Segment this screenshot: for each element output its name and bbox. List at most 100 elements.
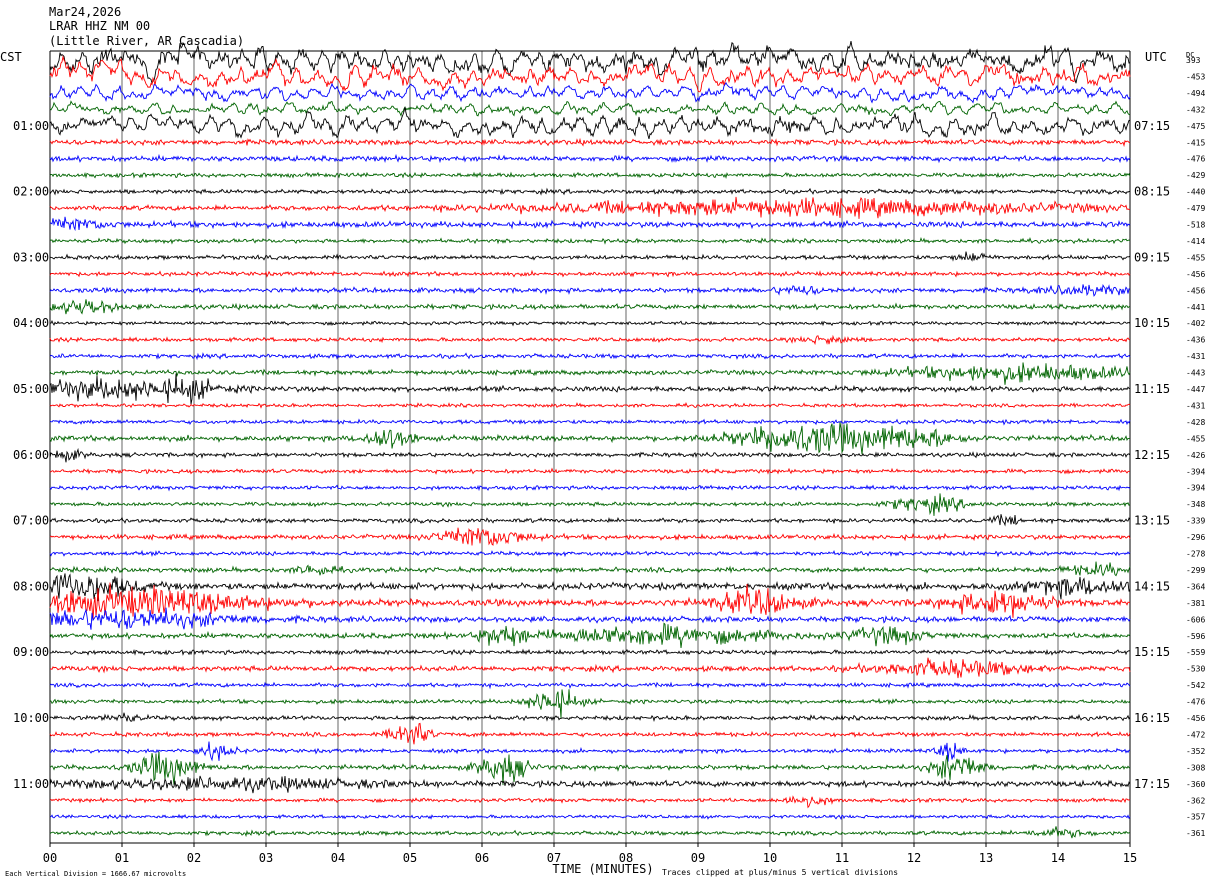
trace-line: [49, 582, 1131, 620]
dc-offset-label: -455: [1186, 253, 1205, 262]
x-tick-label: 04: [331, 851, 345, 865]
dc-offset-label: -394: [1186, 467, 1205, 476]
dc-offset-label: -339: [1186, 517, 1205, 526]
left-hour-label: 11:00: [13, 777, 49, 791]
right-hour-label: 11:15: [1134, 382, 1170, 396]
dc-offset-label: -440: [1186, 188, 1205, 197]
trace-line: [49, 418, 1131, 426]
dc-offset-label: -296: [1186, 533, 1205, 542]
trace-line: [49, 722, 1131, 745]
x-tick-label: 06: [475, 851, 489, 865]
dc-offset-label: -360: [1186, 780, 1205, 789]
dc-offset-label: -436: [1186, 336, 1205, 345]
left-hour-label: 04:00: [13, 316, 49, 330]
trace-line: [49, 320, 1131, 327]
trace-line: [49, 237, 1131, 245]
dc-offset-label: -361: [1186, 829, 1205, 838]
right-hour-label: 15:15: [1134, 645, 1170, 659]
trace-line: [49, 196, 1131, 219]
right-hour-label: 14:15: [1134, 579, 1170, 593]
left-hour-labels: 01:00 02:00 03:00 04:00 05:00 06:00 07:00 08:00…: [13, 119, 49, 791]
trace-line: [49, 171, 1131, 179]
dc-offset-label: -441: [1186, 303, 1205, 312]
trace-line: [49, 187, 1131, 196]
trace-line: [49, 514, 1131, 527]
dc-offset-label: -426: [1186, 451, 1205, 460]
dc-offset-label: -429: [1186, 171, 1205, 180]
dc-offset-label: -414: [1186, 237, 1205, 246]
left-hour-label: 01:00: [13, 119, 49, 133]
dc-offset-label: -476: [1186, 698, 1205, 707]
trace-line: [49, 689, 1131, 719]
dc-offset-label: -364: [1186, 582, 1205, 591]
dc-offset-label: 393: [1186, 56, 1201, 65]
trace-line: [49, 107, 1131, 140]
trace-line: [49, 41, 1131, 85]
trace-line: [50, 657, 1131, 679]
dc-offset-label: -472: [1186, 730, 1205, 739]
dc-offset-label: -415: [1186, 138, 1205, 147]
header-location: (Little River, AR Cascadia): [49, 34, 244, 48]
x-tick-label: 07: [547, 851, 561, 865]
trace-line: [49, 153, 1131, 164]
dc-offset-label: -453: [1186, 72, 1205, 81]
trace-line: [49, 401, 1131, 409]
trace-line: [49, 751, 1131, 786]
x-tick-label: 02: [187, 851, 201, 865]
dc-offset-label: -362: [1186, 796, 1205, 805]
dc-offset-label: -494: [1186, 89, 1205, 98]
dc-offset-label: -431: [1186, 401, 1205, 410]
trace-line: [49, 527, 1131, 546]
trace-line: [49, 573, 1131, 602]
dc-offset-label: -352: [1186, 747, 1205, 756]
dc-offset-label: -530: [1186, 665, 1205, 674]
left-hour-label: 10:00: [13, 711, 49, 725]
footer-clip-note: Traces clipped at plus/minus 5 vertical …: [662, 868, 898, 877]
dc-offset-label: -479: [1186, 204, 1205, 213]
dc-offset-label: -394: [1186, 484, 1205, 493]
x-tick-label: 01: [115, 851, 129, 865]
trace-line: [50, 741, 1131, 762]
right-hour-labels: 07:15 08:15 09:15 10:15 11:15 12:15 13:15 14:15…: [1134, 119, 1170, 791]
dc-offset-label: -456: [1186, 286, 1205, 295]
x-tick-label: 05: [403, 851, 417, 865]
dc-offset-labels: 393 -453 -494 -432 -475 -415 -476 -429 -440 -479 -…: [1186, 56, 1205, 838]
dc-offset-label: -443: [1186, 369, 1205, 378]
dc-offset-label: -456: [1186, 270, 1205, 279]
trace-line: [49, 467, 1131, 475]
dc-offset-label: -278: [1186, 550, 1205, 559]
trace-line: [49, 334, 1131, 346]
trace-line: [49, 100, 1131, 117]
left-hour-label: 08:00: [13, 579, 49, 593]
trace-line: [49, 493, 1131, 516]
x-tick-label: 13: [979, 851, 993, 865]
dc-offset-label: -606: [1186, 615, 1205, 624]
trace-line: [49, 484, 1131, 492]
trace-line: [49, 373, 1131, 405]
dc-offset-label: -456: [1186, 714, 1205, 723]
x-tick-label: 00: [43, 851, 57, 865]
left-hour-label: 02:00: [13, 185, 49, 199]
trace-line: [49, 622, 1131, 648]
dc-offset-label: -381: [1186, 599, 1205, 608]
grid-lines: [49, 50, 1131, 847]
right-hour-label: 08:15: [1134, 185, 1170, 199]
right-hour-label: 12:15: [1134, 448, 1170, 462]
dc-offset-label: -542: [1186, 681, 1205, 690]
trace-line: [49, 648, 1131, 656]
header: Mar24,2026 LRAR HHZ NM 00 (Little River,…: [49, 5, 244, 48]
right-hour-label: 09:15: [1134, 250, 1170, 264]
dc-offset-label: -432: [1186, 105, 1205, 114]
trace-line: [49, 549, 1131, 558]
right-hour-label: 16:15: [1134, 711, 1170, 725]
left-hour-label: 07:00: [13, 514, 49, 528]
x-tick-label: 10: [763, 851, 777, 865]
trace-line: [49, 607, 1131, 630]
dc-offset-label: -447: [1186, 385, 1205, 394]
left-hour-label: 09:00: [13, 645, 49, 659]
trace-line: [49, 137, 1131, 148]
x-tick-label: 15: [1123, 851, 1137, 865]
footer-scale-note: Each Vertical Division = 1666.67 microvo…: [5, 870, 186, 878]
left-axis-title: CST: [0, 50, 22, 64]
right-hour-label: 07:15: [1134, 119, 1170, 133]
